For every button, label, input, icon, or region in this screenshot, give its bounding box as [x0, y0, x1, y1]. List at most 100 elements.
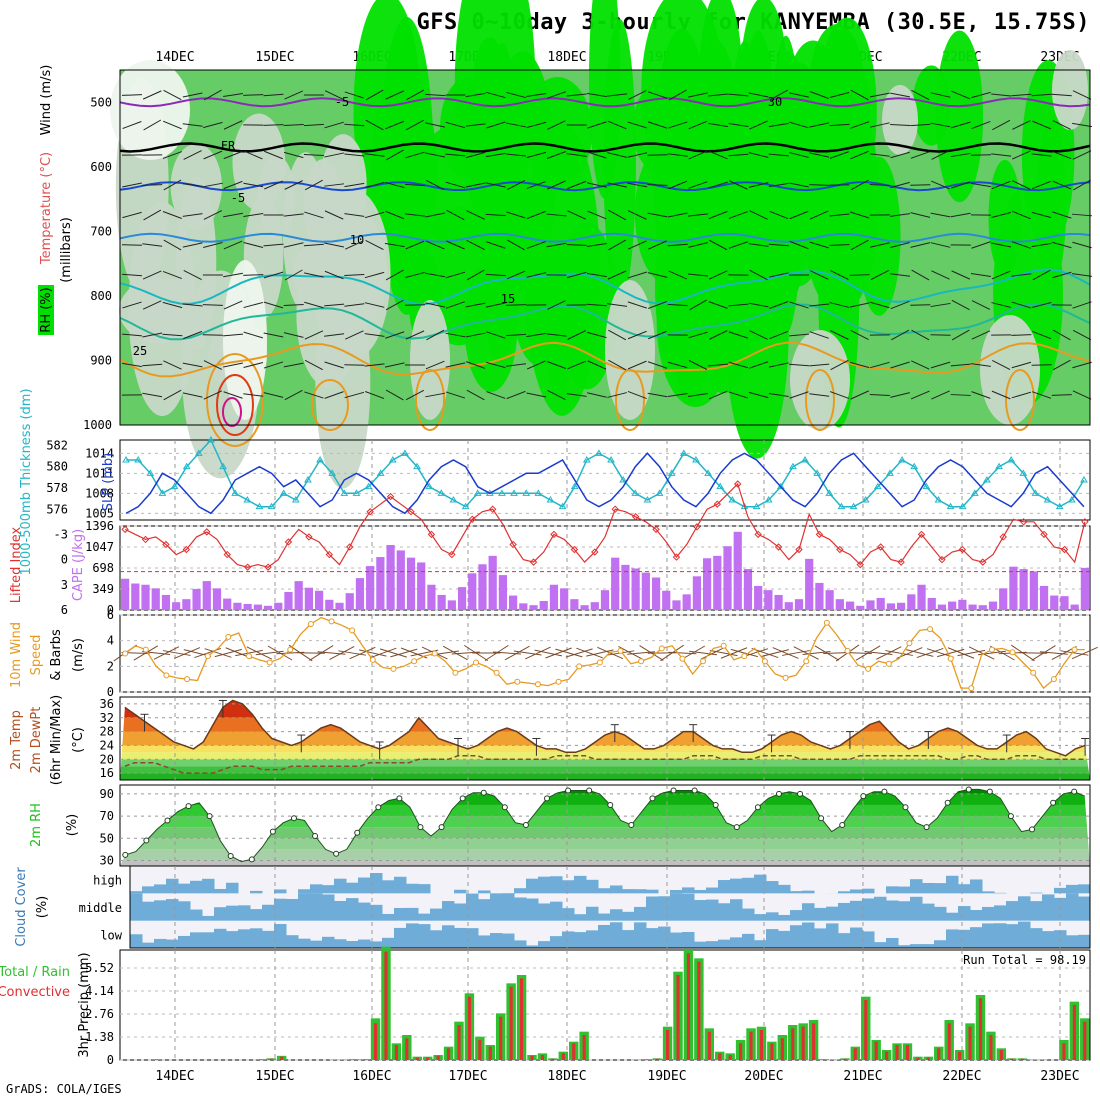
thickness-marker [934, 496, 943, 503]
cape-bar [131, 583, 140, 610]
upper-wind-barb [648, 330, 667, 340]
upper-wind-barb [566, 93, 587, 97]
precip-convective-bar [885, 1051, 889, 1060]
precip-convective-bar [853, 1048, 857, 1060]
lifted-index-marker [1060, 545, 1069, 554]
cape-bar [845, 601, 855, 610]
lifted-index-marker [468, 515, 476, 523]
thickness-marker [898, 456, 906, 463]
upper-wind-barb [1072, 390, 1092, 400]
cloud-bar [670, 890, 683, 894]
upper-wind-barb [768, 393, 789, 397]
upper-wind-barb [121, 94, 143, 96]
upper-wind-barb [445, 181, 466, 189]
rh-marker [1071, 788, 1078, 795]
precip-convective-bar [739, 1043, 743, 1060]
cape-bar [304, 587, 313, 610]
upper-wind-barb [991, 270, 1011, 280]
lifted-index-marker [529, 558, 538, 566]
wind-speed-marker [287, 646, 294, 653]
thickness-marker [522, 489, 531, 496]
upper-wind-barb [1012, 120, 1031, 130]
upper-wind-barb [405, 240, 425, 250]
wind-barb [504, 645, 530, 661]
cloud-bar [214, 888, 227, 894]
wind-speed-marker [1050, 676, 1057, 683]
cloud-bar [574, 932, 587, 948]
precip-convective-bar [655, 1058, 659, 1060]
upper-wind-barb [628, 90, 647, 100]
thickness-marker [158, 489, 167, 496]
upper-wind-barb [486, 361, 506, 369]
upper-wind-barb [931, 390, 950, 400]
thickness-marker [837, 502, 846, 510]
upper-wind-barb [1052, 329, 1071, 341]
cloud-unit-label: (%) [35, 896, 50, 919]
cloud-bar [946, 912, 959, 921]
cape-bar [1029, 571, 1038, 610]
cloud-bar [394, 907, 407, 921]
upper-wind-barb [931, 180, 950, 190]
thickness-marker [789, 462, 797, 470]
upper-wind-barb [425, 392, 446, 398]
cloud-bar [922, 944, 935, 948]
precip-convective-bar [999, 1050, 1003, 1060]
precip-convective-bar [791, 1028, 795, 1060]
cloud-bar [994, 905, 1007, 921]
lifted-index-tick: 3 [61, 578, 68, 592]
upper-wind-barb [142, 270, 162, 280]
rh-marker [396, 795, 403, 802]
wind-speed-marker [245, 653, 252, 660]
thickness-marker [255, 502, 264, 510]
upper-wind-barb [1052, 211, 1072, 219]
cape-bar [151, 588, 160, 610]
upper-wind-barb [446, 240, 465, 250]
cloud-bar [178, 935, 191, 948]
wind-barb [525, 646, 551, 660]
upper-wind-barb [506, 363, 527, 367]
wind-barb [709, 649, 738, 657]
cape-bar [988, 601, 998, 610]
wind-speed-marker [555, 678, 562, 685]
cloud-bar [922, 903, 935, 921]
upper-wind-barb [1032, 180, 1052, 190]
upper-wind-barb [627, 182, 648, 188]
thickness-marker [146, 469, 155, 476]
upper-wind-barb [506, 304, 527, 306]
upper-wind-barb [890, 273, 911, 277]
upper-wind-barb [567, 360, 587, 370]
upper-wind-barb [608, 209, 627, 221]
cloud-bar [382, 913, 395, 921]
rh-marker [206, 813, 213, 820]
wind-barb [700, 646, 727, 660]
upper-wind-barb [951, 299, 970, 311]
temp-axis-label-c: (6hr Min/Max) [49, 695, 64, 785]
upper-wind-barb [789, 301, 809, 309]
cloud-bar [706, 941, 719, 948]
thickness-marker [388, 456, 397, 463]
upper-wind-barb [526, 272, 547, 278]
lifted-index-marker [795, 545, 803, 554]
lifted-index-marker [958, 545, 967, 554]
upper-wind-barb [243, 150, 263, 160]
upper-wind-barb [485, 152, 506, 158]
thickness-marker [304, 476, 312, 483]
wind-barb [565, 648, 593, 658]
upper-wind-barb [910, 123, 931, 127]
upper-wind-barb [870, 269, 889, 281]
cloud-bar [574, 875, 587, 894]
cloud-bar [358, 902, 371, 921]
upper-wind-barb [364, 333, 385, 337]
upper-wind-barb [647, 272, 668, 278]
upper-wind-barb [1052, 150, 1072, 160]
thickness-marker [134, 456, 143, 463]
cloud-bar [1066, 884, 1079, 894]
lifted-index-marker [488, 505, 497, 513]
upper-wind-barb [809, 91, 829, 99]
rh-blob [556, 222, 618, 390]
upper-wind-barb [608, 329, 627, 341]
cloud-bar [466, 893, 479, 921]
wind-speed-marker [947, 655, 954, 662]
upper-wind-barb [668, 121, 688, 129]
lifted-index-axis-label: Lifted Index [9, 526, 24, 603]
